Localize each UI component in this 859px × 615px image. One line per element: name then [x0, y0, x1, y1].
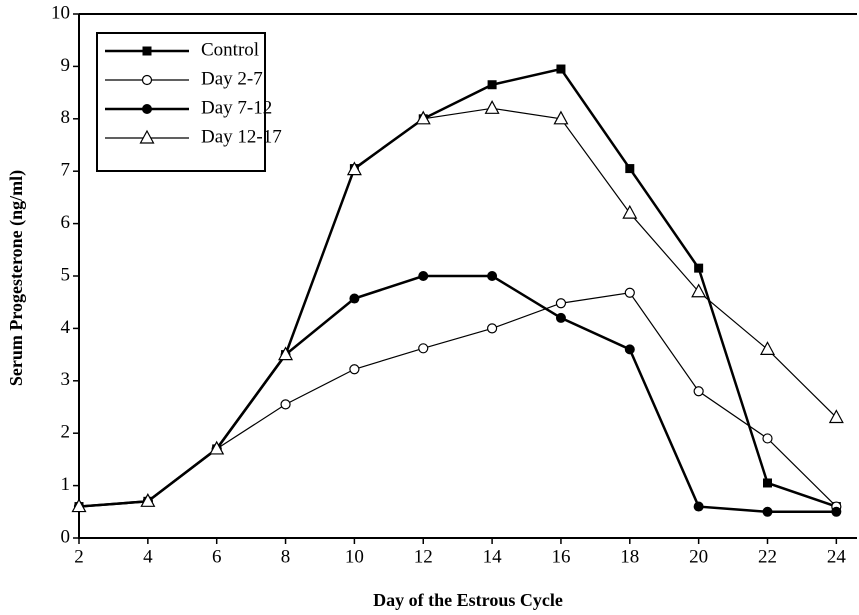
- y-tick-label: 3: [61, 369, 71, 390]
- marker: [486, 323, 498, 334]
- marker: [694, 263, 704, 273]
- marker: [693, 386, 704, 397]
- marker: [349, 293, 360, 304]
- marker: [625, 164, 635, 174]
- marker: [691, 283, 707, 298]
- marker: [553, 110, 569, 125]
- marker: [139, 129, 155, 144]
- marker: [828, 409, 844, 424]
- legend-label: Day 2-7: [201, 68, 263, 89]
- marker: [622, 204, 638, 219]
- x-tick-label: 22: [758, 546, 777, 567]
- marker: [280, 399, 291, 410]
- marker: [831, 506, 842, 517]
- marker: [209, 440, 225, 455]
- marker: [555, 298, 567, 309]
- y-tick-label: 8: [61, 107, 71, 128]
- marker: [415, 110, 431, 125]
- x-tick-label: 12: [414, 546, 433, 567]
- x-tick-label: 4: [143, 546, 153, 567]
- marker: [142, 46, 152, 56]
- legend-label: Day 12-17: [201, 126, 282, 147]
- marker: [418, 271, 429, 281]
- series-line: [78, 107, 837, 508]
- marker: [487, 80, 497, 90]
- legend-label: Control: [201, 39, 259, 60]
- marker: [484, 100, 500, 114]
- y-tick-label: 0: [61, 526, 71, 547]
- y-tick-label: 6: [61, 212, 71, 233]
- marker: [141, 74, 153, 86]
- marker: [487, 271, 498, 281]
- x-tick-label: 2: [74, 546, 84, 567]
- x-tick-label: 6: [212, 546, 222, 567]
- marker: [762, 506, 773, 517]
- y-axis-title: Serum Progesterone (ng/ml): [6, 170, 27, 386]
- marker: [624, 287, 635, 298]
- y-tick-label: 7: [61, 160, 71, 181]
- x-tick-label: 16: [551, 546, 570, 567]
- marker: [140, 493, 156, 507]
- marker: [346, 161, 362, 176]
- series-line: [78, 292, 837, 508]
- legend-label: Day 7-12: [201, 97, 272, 118]
- marker: [693, 501, 704, 512]
- x-tick-label: 10: [345, 546, 364, 567]
- legend: Control Day 2-7 Day 7-12 Day 12-17: [96, 32, 282, 172]
- marker: [278, 346, 294, 361]
- y-tick-label: 4: [61, 317, 71, 338]
- y-tick-label: 10: [51, 2, 70, 23]
- x-tick-label: 8: [281, 546, 291, 567]
- marker: [71, 498, 87, 513]
- y-tick-label: 1: [61, 474, 71, 495]
- marker: [759, 341, 776, 355]
- x-tick-label: 14: [483, 546, 503, 567]
- y-tick-label: 9: [61, 55, 71, 76]
- marker: [349, 364, 360, 375]
- marker: [142, 104, 152, 114]
- y-tick-label: 2: [61, 422, 71, 443]
- legend-box: [96, 32, 266, 172]
- marker: [418, 343, 429, 354]
- x-tick-label: 24: [827, 546, 847, 567]
- x-axis-title: Day of the Estrous Cycle: [373, 590, 563, 610]
- marker: [762, 478, 772, 488]
- marker: [762, 433, 773, 444]
- marker: [555, 312, 566, 323]
- marker: [624, 344, 635, 355]
- y-tick-label: 5: [61, 264, 71, 285]
- x-tick-label: 18: [620, 546, 639, 567]
- x-tick-label: 20: [689, 546, 708, 567]
- marker: [556, 64, 566, 74]
